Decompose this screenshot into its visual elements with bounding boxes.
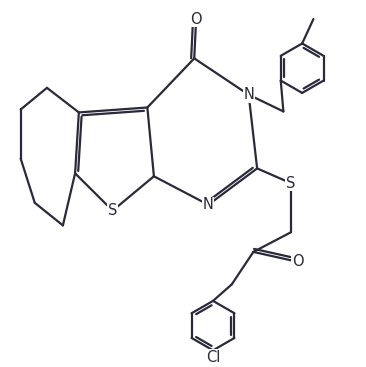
- Text: O: O: [190, 12, 202, 26]
- Text: S: S: [108, 203, 117, 218]
- Text: S: S: [286, 176, 296, 190]
- Text: N: N: [243, 87, 254, 102]
- Text: Cl: Cl: [206, 349, 220, 364]
- Text: N: N: [203, 197, 214, 212]
- Text: O: O: [292, 254, 303, 269]
